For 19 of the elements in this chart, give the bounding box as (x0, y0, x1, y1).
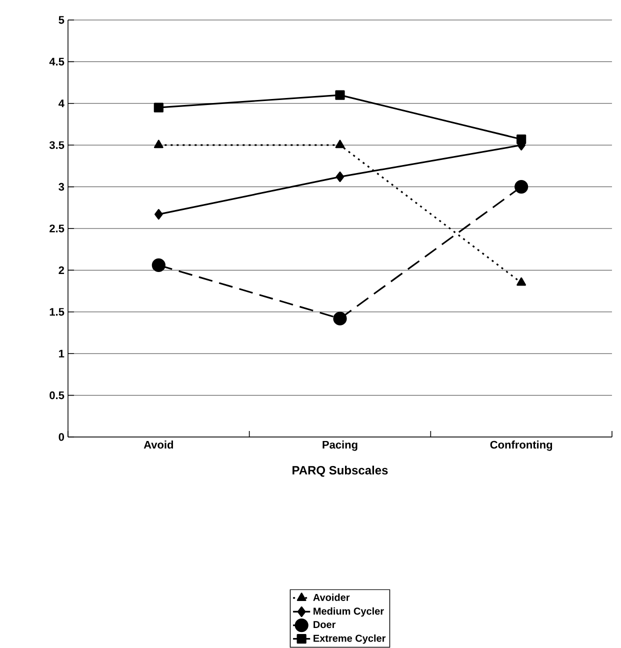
y-tick-label: 1.5 (50, 308, 64, 316)
y-tick-label: 2 (58, 266, 64, 274)
y-tick-label: 3.5 (49, 141, 64, 150)
y-tick-label: 0.5 (50, 391, 64, 400)
y-tick-label: 2.5 (50, 224, 64, 232)
y-tick-label: 4 (58, 100, 64, 108)
y-tick-label: 1 (59, 350, 64, 358)
x-tick-label: Pacing (322, 440, 358, 451)
y-tick-label: 3 (58, 182, 64, 191)
x-axis-title: PARQ Subscales (292, 466, 388, 477)
x-tick-label: Avoid (144, 440, 174, 449)
legend-label: Medium Cycler (314, 607, 384, 617)
legend-label: Avoider (313, 594, 350, 601)
legend-label: Extreme Cycler (314, 634, 386, 644)
y-tick-label: 4.5 (49, 58, 64, 66)
y-tick-label: 0 (58, 433, 64, 441)
legend-label: Doer (314, 621, 336, 628)
x-tick-label: Confronting (490, 440, 552, 451)
y-tick-label: 5 (58, 16, 64, 24)
